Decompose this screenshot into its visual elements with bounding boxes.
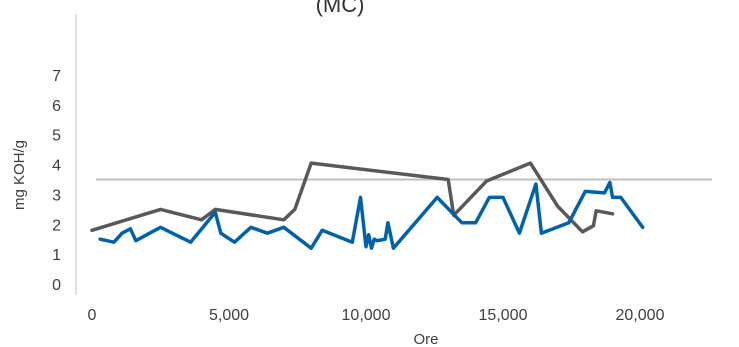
x-tick-label: 15,000: [479, 307, 528, 324]
x-tick-label: 10,000: [342, 307, 391, 324]
x-tick-label: 20,000: [616, 307, 665, 324]
x-tick-label: 5,000: [209, 307, 249, 324]
plot-area: 0 1 2 3 4 5 6 7 0 5,000 10,000 15,000 20,000: [52, 14, 712, 324]
y-axis-title: mg KOH/g: [11, 140, 28, 210]
chart-title: (MC): [316, 0, 365, 17]
y-tick-label: 4: [52, 158, 61, 175]
x-tick-label: 0: [88, 307, 97, 324]
y-tick-label: 0: [52, 277, 61, 294]
series-line-1: [90, 161, 615, 234]
y-tick-label: 2: [52, 217, 61, 234]
y-tick-label: 3: [52, 187, 61, 204]
y-tick-label: 5: [52, 128, 61, 145]
y-tick-label: 7: [52, 68, 61, 85]
series-line-2: [98, 180, 645, 250]
x-axis-title: Ore: [413, 331, 438, 347]
y-tick-label: 6: [52, 98, 61, 115]
y-tick-label: 1: [52, 247, 61, 264]
